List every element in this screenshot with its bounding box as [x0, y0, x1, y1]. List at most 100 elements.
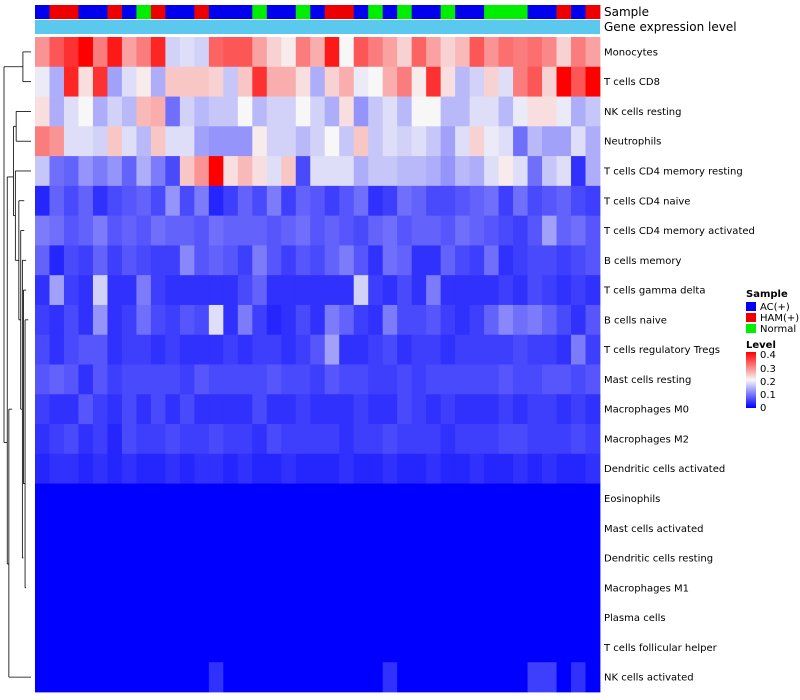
heatmap-cell [411, 126, 427, 157]
level-tick-0: 0 [760, 403, 766, 414]
heatmap-cell [585, 334, 601, 365]
heatmap-cell [266, 334, 282, 365]
heatmap-cell [223, 632, 239, 663]
gene-expression-annotation-bar [35, 20, 600, 34]
heatmap-cell [585, 185, 601, 217]
heatmap-cell [252, 275, 268, 306]
heatmap-cell [353, 364, 369, 395]
heatmap-cell [368, 66, 384, 97]
heatmap-cell [324, 66, 340, 97]
heatmap-cell [310, 185, 326, 217]
heatmap-cell [63, 156, 79, 187]
heatmap-cell [571, 662, 586, 693]
heatmap-cell [498, 543, 514, 574]
heatmap-cell [35, 424, 50, 455]
heatmap-cell [368, 483, 384, 514]
heatmap-cell [194, 185, 210, 217]
heatmap-cell [556, 215, 572, 246]
heatmap-cell [455, 662, 471, 693]
heatmap-cell [266, 453, 282, 484]
heatmap-cell [542, 513, 557, 544]
heatmap-cell [513, 364, 528, 395]
heatmap-cell [49, 215, 65, 246]
heatmap-cell [498, 126, 514, 157]
heatmap-cell [368, 602, 384, 633]
heatmap-cell [324, 424, 340, 455]
heatmap-cell [353, 185, 369, 217]
heatmap-cell [513, 245, 528, 276]
heatmap-cell [585, 126, 601, 157]
heatmap-cell [397, 96, 413, 127]
heatmap-cell [498, 513, 514, 544]
heatmap-cell [223, 453, 239, 484]
heatmap-cell [426, 543, 442, 574]
heatmap-cell [440, 304, 456, 336]
sample-annotation-cell [208, 5, 224, 19]
row-label: T cells follicular helper [603, 643, 718, 654]
heatmap-cell [208, 602, 224, 633]
heatmap-cell [455, 424, 471, 455]
heatmap-cell [150, 662, 166, 693]
sample-annotation-cell [585, 5, 601, 19]
heatmap-cell [440, 185, 456, 217]
heatmap-cell [440, 543, 456, 574]
heatmap-cell [63, 483, 79, 514]
heatmap-cell [63, 215, 79, 246]
heatmap-cell [223, 543, 239, 574]
heatmap-cell [252, 37, 268, 68]
heatmap-cell [179, 245, 195, 276]
heatmap-cell [295, 602, 311, 633]
heatmap-cell [513, 126, 528, 157]
heatmap-cell [281, 304, 297, 336]
heatmap-cell [281, 156, 297, 187]
heatmap-cell [513, 185, 528, 217]
heatmap-cell [339, 424, 355, 455]
heatmap-cell [571, 66, 586, 97]
heatmap-cell [49, 364, 65, 395]
heatmap-cell [136, 334, 152, 365]
heatmap-cell [455, 394, 471, 425]
heatmap-cell [469, 37, 485, 68]
heatmap-cell [310, 66, 326, 97]
heatmap-cell [78, 632, 94, 663]
heatmap-cell [484, 632, 499, 663]
heatmap-cell [513, 632, 528, 663]
heatmap-cell [237, 662, 253, 693]
heatmap-cell [121, 275, 137, 306]
heatmap-cell [527, 245, 543, 276]
heatmap-cell [194, 424, 210, 455]
heatmap-cell [49, 453, 65, 484]
heatmap-cell [571, 424, 586, 455]
heatmap-cell [49, 245, 65, 276]
heatmap-cell [295, 483, 311, 514]
heatmap-cell [35, 394, 50, 425]
heatmap-cell [527, 37, 543, 68]
heatmap-cell [324, 602, 340, 633]
heatmap-cell [426, 66, 442, 97]
heatmap-cell [295, 453, 311, 484]
heatmap-cell [63, 245, 79, 276]
heatmap-cell [150, 275, 166, 306]
heatmap-cell [150, 483, 166, 514]
heatmap-cell [208, 632, 224, 663]
heatmap-cell [78, 662, 94, 693]
heatmap-cell [223, 572, 239, 604]
heatmap-cell [527, 483, 543, 514]
heatmap-cell [310, 156, 326, 187]
heatmap-cell [527, 364, 543, 395]
heatmap-cell [556, 602, 572, 633]
heatmap-cell [498, 304, 514, 336]
heatmap-cell [295, 424, 311, 455]
heatmap-cell [179, 304, 195, 336]
heatmap-cell [78, 66, 94, 97]
heatmap-cell [527, 602, 543, 633]
sample-annotation-cell [121, 5, 137, 19]
heatmap-cell [324, 185, 340, 217]
heatmap-cell [484, 543, 499, 574]
sample-annotation-cell [78, 5, 94, 19]
heatmap-cell [440, 483, 456, 514]
heatmap-cell [136, 156, 152, 187]
heatmap-cell [49, 572, 65, 604]
heatmap-cell [295, 543, 311, 574]
legend: Sample AC(+) HAM(+) Normal Level 0.4 0.3… [746, 289, 799, 414]
